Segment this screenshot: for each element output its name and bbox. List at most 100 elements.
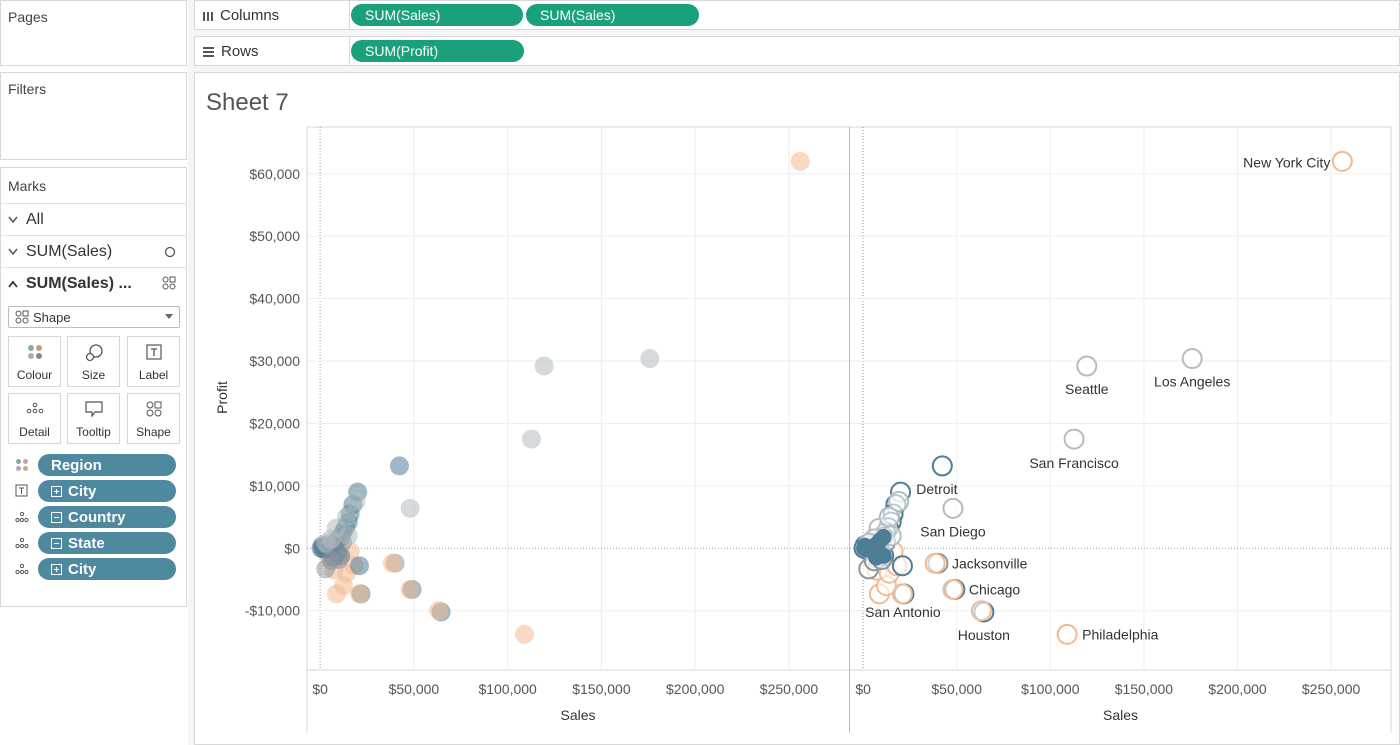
x-tick-label: $100,000 [1021,681,1080,697]
data-point-hollow [1181,348,1203,370]
data-point-filled [336,507,356,527]
field-pill-label: City [68,482,97,500]
data-point-hollow [1056,623,1078,645]
field-row-country: Country [15,506,177,528]
rows-label-text: Rows [221,43,259,60]
y-tick-label: $60,000 [249,166,300,182]
rows-icon [203,46,214,57]
pill-label: SUM(Profit) [365,43,439,59]
marks-row-sum-sales-2[interactable]: SUM(Sales) ... [1,267,186,299]
pill-label: SUM(Sales) [365,7,441,23]
mark-type-label: Shape [33,309,71,325]
x-tick-label: $200,000 [666,681,725,697]
rows-shelf[interactable]: Rows SUM(Profit) [194,36,1400,66]
x-tick-label: $0 [855,681,871,697]
data-point-filled [515,624,535,644]
field-pill-country[interactable]: Country [38,506,176,528]
field-pill-region[interactable]: Region [38,454,176,476]
data-point-cluster [856,540,873,557]
label-label: Label [138,368,169,382]
columns-pill-sum-sales-1[interactable]: SUM(Sales) [351,4,523,26]
x-tick-label: $150,000 [572,681,631,697]
shelf-divider [349,37,350,65]
x-axis-label: Sales [1103,707,1138,723]
size-button[interactable]: Size [67,336,120,387]
field-pill-label: Region [51,456,102,474]
data-point-filled [389,456,409,476]
field-pill-city[interactable]: City [38,480,176,502]
data-point-hollow [1331,150,1353,172]
pages-card[interactable]: Pages [0,0,187,66]
expand-icon[interactable] [51,485,62,497]
collapse-icon[interactable] [51,537,62,549]
detail-icon [15,510,29,524]
marks-row-sum-sales[interactable]: SUM(Sales) [1,235,186,267]
data-point-filled [429,601,449,621]
data-point-filled [350,584,370,604]
data-point-filled [382,553,402,573]
filters-card[interactable]: Filters [0,72,187,160]
y-tick-label: $10,000 [249,478,300,494]
colour-icon [27,344,43,363]
detail-button[interactable]: Detail [8,393,61,444]
y-tick-label: $0 [284,540,300,556]
data-point-filled [640,349,660,369]
tooltip-button[interactable]: Tooltip [67,393,120,444]
data-point-filled [400,579,420,599]
data-point-hollow [931,455,953,477]
colour-button[interactable]: Colour [8,336,61,387]
columns-label-text: Columns [220,7,280,24]
data-point-hollow [970,600,992,622]
detail-label: Detail [19,425,50,439]
city-data-label: Chicago [969,581,1021,597]
city-data-label: Seattle [1065,381,1109,397]
city-data-label: New York City [1243,154,1330,170]
x-tick-label: $250,000 [1302,681,1361,697]
expand-icon[interactable] [51,563,62,575]
rows-pill-sum-profit[interactable]: SUM(Profit) [351,40,524,62]
circle-icon [164,245,176,263]
shape-button[interactable]: Shape [127,393,180,444]
pages-title: Pages [8,9,48,25]
data-point-filled [329,550,349,570]
shape-icon [146,401,162,420]
x-tick-label: $250,000 [760,681,819,697]
city-data-label: Jacksonville [952,555,1028,571]
filters-title: Filters [8,81,47,97]
columns-shelf[interactable]: Columns SUM(Sales) SUM(Sales) [194,0,1400,30]
x-tick-label: $150,000 [1115,681,1174,697]
columns-shelf-label: Columns [202,7,279,24]
scatter-chart[interactable]: -$10,000 $0 $10,000 $20,000 $30,000 $40,000 $5… [195,73,1399,744]
shape-icon [162,276,176,295]
left-panel: Pages Filters Marks All SUM(Sales) SUM(S… [0,0,188,745]
marks-row-all[interactable]: All [1,203,186,235]
data-point-filled [534,356,554,376]
size-label: Size [81,368,106,382]
marks-title: Marks [8,178,47,194]
collapse-icon[interactable] [51,511,62,523]
field-pill-city-2[interactable]: City [38,558,176,580]
chevron-up-icon [8,276,26,291]
x-axis-label: Sales [560,707,595,723]
label-button[interactable]: Label [127,336,180,387]
mark-type-dropdown[interactable]: Shape [8,306,180,328]
city-data-label: Houston [958,627,1010,643]
pill-label: SUM(Sales) [540,7,616,23]
field-pill-label: Country [68,508,126,526]
columns-pill-sum-sales-2[interactable]: SUM(Sales) [526,4,699,26]
y-tick-label: $40,000 [249,291,300,307]
worksheet-view[interactable]: Sheet 7 -$10,000 $0 $10,000 $20,000 $30,000 $… [194,72,1400,745]
city-data-label: Philadelphia [1082,626,1158,642]
y-tick-label: $30,000 [249,353,300,369]
y-axis-label: Profit [214,381,230,414]
data-point-filled [350,556,370,576]
x-tick-label: $50,000 [389,681,440,697]
y-tick-label: $20,000 [249,415,300,431]
marks-row-label: All [26,210,44,228]
chevron-down-icon [8,244,26,259]
city-data-label: San Antonio [865,604,941,620]
shape-icon [15,310,29,324]
shelf-divider [349,1,350,29]
city-data-label: San Diego [920,523,986,539]
field-pill-state[interactable]: State [38,532,176,554]
